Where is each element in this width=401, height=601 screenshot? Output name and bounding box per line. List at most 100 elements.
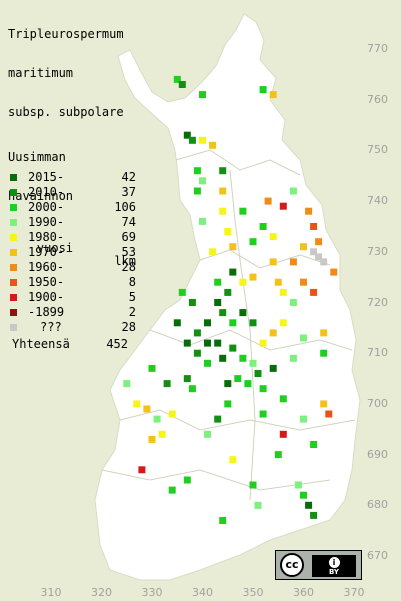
observation-square	[279, 430, 287, 438]
total-label: Yhteensä	[12, 337, 70, 351]
observation-square	[199, 136, 206, 144]
legend-heading-line-3: vuosi lkm	[8, 229, 136, 281]
observation-square	[239, 354, 247, 362]
attribution-person-icon: i	[328, 557, 340, 568]
legend-label: 2000-	[28, 200, 65, 214]
observation-square	[199, 177, 206, 185]
observation-square	[294, 481, 302, 489]
observation-square	[193, 349, 201, 357]
legend-swatch	[10, 189, 17, 196]
observation-square	[178, 81, 186, 88]
observation-square	[279, 395, 287, 403]
observation-square	[249, 481, 257, 489]
observation-square	[259, 339, 267, 347]
observation-square	[193, 187, 201, 195]
observation-square	[209, 141, 217, 149]
legend-swatch	[10, 219, 17, 226]
observation-square	[320, 329, 328, 337]
y-tick-label: 750	[367, 143, 388, 157]
cc-by-license-badge[interactable]: cc i BY	[275, 550, 362, 580]
legend-label: -1899	[28, 305, 65, 319]
observation-square	[138, 466, 146, 474]
observation-square	[269, 233, 277, 241]
observation-square	[204, 430, 211, 438]
legend-label: 1960-	[28, 260, 65, 274]
finland-outline	[94, 13, 361, 581]
legend-swatch	[10, 204, 17, 211]
legend-label: ???	[40, 320, 62, 334]
observation-square	[310, 223, 318, 230]
observation-square	[168, 410, 176, 418]
observation-square	[214, 415, 222, 423]
x-tick-label: 330	[141, 586, 163, 599]
observation-square	[219, 207, 227, 215]
observation-square	[315, 253, 323, 261]
observation-square	[300, 491, 307, 499]
legend-swatch	[10, 174, 17, 181]
observation-square	[325, 410, 333, 418]
observation-square	[259, 223, 267, 230]
y-tick-label: 690	[367, 447, 388, 461]
observation-square	[224, 228, 232, 235]
observation-square	[315, 238, 323, 246]
region-borders	[101, 149, 356, 501]
observation-square	[264, 197, 272, 205]
observation-square	[193, 329, 201, 337]
observation-squares	[123, 75, 338, 524]
observation-square	[310, 441, 318, 448]
observation-square	[204, 339, 211, 347]
legend-count-header: lkm	[114, 254, 136, 268]
y-tick-label: 710	[367, 346, 388, 360]
legend-count: 2	[128, 305, 136, 319]
cc-icon: cc	[280, 553, 304, 577]
observation-square	[224, 380, 232, 388]
observation-square	[133, 400, 141, 408]
y-tick-label: 670	[367, 549, 388, 562]
y-tick-label: 760	[367, 92, 388, 106]
observation-square	[199, 217, 206, 225]
x-tick-label: 370	[343, 586, 365, 599]
observation-square	[219, 354, 227, 362]
observation-square	[229, 344, 237, 352]
observation-square	[148, 435, 156, 443]
by-label: BY	[328, 568, 340, 576]
x-tick-label: 350	[242, 586, 264, 599]
legend-swatch	[10, 234, 17, 241]
legend-count: 28	[121, 320, 136, 334]
legend-heading-line-1: Uusimman	[8, 150, 66, 164]
observation-square	[279, 319, 287, 327]
x-tick-label: 310	[40, 586, 62, 599]
x-tick-label: 340	[192, 586, 213, 599]
y-tick-label: 700	[367, 396, 388, 410]
observation-square	[229, 456, 237, 464]
observation-square	[234, 375, 242, 383]
y-tick-label: 740	[367, 194, 388, 208]
observation-square	[229, 268, 237, 276]
observation-square	[224, 288, 232, 296]
observation-square	[274, 278, 282, 286]
legend-count: 28	[121, 260, 136, 274]
x-tick-label: 360	[293, 586, 314, 599]
observation-square	[183, 476, 191, 484]
legend-label: 2015-	[28, 170, 65, 184]
observation-square	[289, 258, 297, 266]
observation-square	[259, 385, 267, 393]
observation-square	[300, 415, 307, 423]
observation-square	[249, 238, 257, 246]
observation-square	[199, 91, 206, 99]
observation-square	[143, 405, 151, 413]
observation-square	[214, 278, 222, 286]
observation-square	[204, 359, 211, 367]
observation-square	[320, 258, 328, 266]
observation-square	[163, 380, 171, 388]
observation-square	[214, 299, 222, 306]
legend-count: 37	[121, 185, 136, 199]
observation-square	[178, 288, 186, 296]
observation-square	[300, 278, 307, 286]
observation-square	[183, 131, 191, 139]
observation-square	[188, 136, 196, 144]
y-tick-label: 720	[367, 295, 388, 309]
y-tick-label: 770	[367, 42, 388, 55]
observation-square	[239, 207, 247, 215]
